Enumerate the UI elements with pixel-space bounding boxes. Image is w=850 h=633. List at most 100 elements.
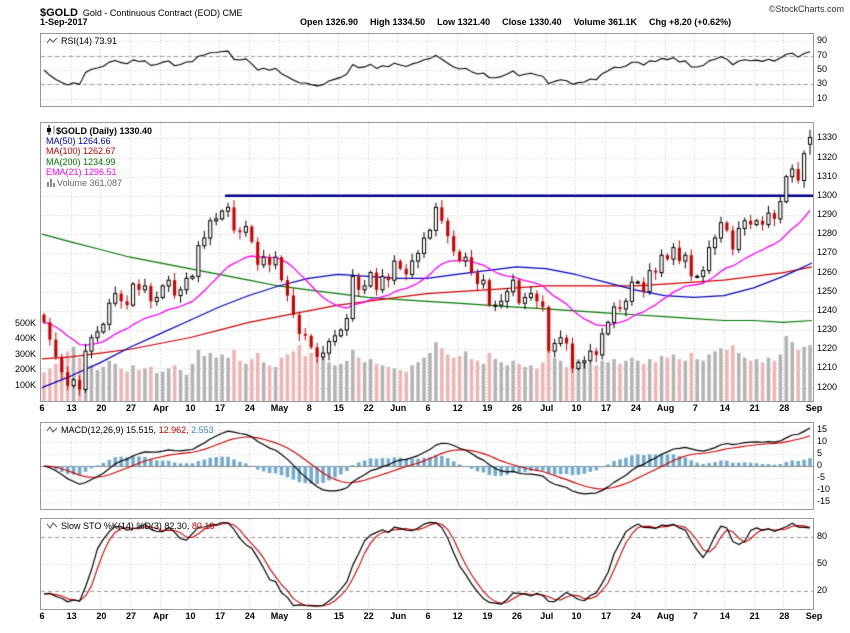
x-axis-label: 13 — [66, 403, 77, 413]
candlestick-icon — [46, 125, 56, 136]
x-axis-label: 20 — [96, 403, 107, 413]
x-axis-label: 14 — [719, 403, 730, 413]
x-axis-label: May — [270, 403, 289, 413]
volume-tick-label: 300K — [14, 348, 36, 359]
y-tick-label: 10 — [817, 92, 828, 103]
y-tick-label: 1330 — [817, 132, 838, 143]
x-axis-label: 26 — [512, 403, 523, 413]
source-credit: ©StockCharts.com — [768, 4, 844, 14]
x-axis-label: 19 — [482, 403, 493, 413]
y-tick-label: 30 — [817, 78, 828, 89]
x-axis-label: 10 — [571, 403, 582, 413]
x-axis-label: 24 — [244, 611, 255, 621]
y-tick-label: 1210 — [817, 362, 838, 373]
x-axis-label: 17 — [215, 611, 226, 621]
x-axis-label: 6 — [39, 611, 45, 621]
stat-open: Open 1326.90 — [300, 17, 359, 27]
sto-label-text: Slow STO %K(14) %D(3) 82.30, — [61, 521, 190, 531]
volume-tick-label: 100K — [14, 379, 36, 390]
macd-canvas — [41, 423, 813, 509]
x-axis-label: Sep — [805, 403, 823, 413]
x-axis-label: 28 — [779, 403, 790, 413]
price-x-axis: 6 13 20 27 Apr 10 17 24 May 8 15 22 Jun 6 12 19 26 Jul 10 1… — [0, 403, 850, 415]
stochastics-panel: Slow STO %K(14) %D(3) 82.30, 80.18 — [40, 518, 814, 610]
price-canvas — [41, 123, 813, 401]
ohlc-stats: Open 1326.90 High 1334.50 Low 1321.40 Close… — [300, 17, 743, 27]
x-axis-label: Apr — [153, 403, 169, 413]
sto-line-icon — [46, 521, 58, 531]
x-axis-label: 10 — [185, 611, 196, 621]
ma200-legend: MA(200) 1234.99 — [46, 156, 116, 167]
y-tick-label: 1280 — [817, 228, 838, 239]
x-axis-label: 13 — [66, 611, 77, 621]
x-axis-label: 17 — [601, 611, 612, 621]
rsi-canvas — [41, 34, 813, 106]
price-legend-text: $GOLD (Daily) 1330.40 — [56, 126, 153, 136]
rsi-label: RSI(14) 73.91 — [46, 36, 117, 46]
rsi-label-text: RSI(14) 73.91 — [61, 36, 118, 46]
y-tick-label: 15 — [817, 424, 828, 435]
y-tick-label: 10 — [817, 436, 828, 447]
y-tick-label: 1240 — [817, 304, 838, 315]
stat-high: High 1334.50 — [370, 17, 426, 27]
x-axis-label: 12 — [452, 611, 463, 621]
x-axis-label: 7 — [692, 403, 698, 413]
rsi-panel: RSI(14) 73.91 — [40, 33, 814, 107]
chart-header: $GOLD Gold - Continuous Contract (EOD) CM… — [40, 3, 242, 21]
x-axis-label: 24 — [630, 611, 641, 621]
stat-change: Chg +8.20 (+0.62%) — [649, 17, 732, 27]
sto-label: Slow STO %K(14) %D(3) 82.30, 80.18 — [46, 521, 214, 531]
ema21-legend: EMA(21) 1296.51 — [46, 167, 117, 177]
macd-signal-value: 12.962, — [158, 425, 189, 435]
y-tick-label: 1300 — [817, 189, 838, 200]
x-axis-label: 24 — [630, 403, 641, 413]
price-legend: $GOLD (Daily) 1330.40 MA(50) 1264.66 MA(… — [46, 125, 152, 188]
chart-subheader: 1-Sep-2017 Open 1326.90 High 1334.50 Low 1… — [40, 17, 830, 27]
macd-panel: MACD(12,26,9) 15.515, 12.962, 2.553 — [40, 422, 814, 510]
x-axis-label: Jun — [390, 403, 407, 413]
x-axis-label: 28 — [779, 611, 790, 621]
y-tick-label: 1230 — [817, 324, 838, 335]
macd-hist-value: 2.553 — [191, 425, 214, 435]
stat-close: Close 1330.40 — [502, 17, 562, 27]
x-axis-label: 21 — [749, 611, 760, 621]
x-axis-label: 27 — [126, 403, 137, 413]
y-tick-label: 1310 — [817, 170, 838, 181]
x-axis-label: 22 — [363, 403, 374, 413]
ma100-legend: MA(100) 1262.67 — [46, 146, 116, 156]
volume-tick-label: 200K — [14, 364, 36, 374]
y-tick-label: -5 — [817, 471, 826, 482]
x-axis-label: 15 — [333, 403, 344, 413]
ma50-legend: MA(50) 1264.66 — [46, 135, 111, 146]
x-axis-label: Jul — [540, 403, 554, 413]
volume-legend: Volume 361,087 — [57, 177, 123, 188]
y-tick-label: 1290 — [817, 209, 838, 220]
x-axis-label: Jun — [390, 611, 407, 621]
x-axis-label: May — [270, 611, 289, 621]
y-tick-label: -15 — [817, 495, 831, 506]
x-axis-label: 6 — [425, 611, 431, 621]
x-axis-label: Aug — [656, 403, 675, 413]
ticker-symbol: $GOLD — [40, 7, 78, 19]
x-axis-label: 12 — [452, 403, 463, 413]
chart-title: Gold - Continuous Contract (EOD) CME — [82, 8, 243, 18]
sto-d-value: 80.18 — [191, 521, 215, 531]
price-panel: $GOLD (Daily) 1330.40 MA(50) 1264.66 MA(… — [40, 122, 814, 402]
volume-tick-label: 400K — [14, 333, 36, 343]
x-axis-label: 24 — [244, 403, 255, 413]
x-axis-label: 20 — [96, 611, 107, 621]
x-axis-label: Aug — [656, 611, 675, 621]
macd-label: MACD(12,26,9) 15.515, 12.962, 2.553 — [46, 425, 214, 435]
y-tick-label: 1320 — [817, 151, 838, 162]
x-axis-label: 14 — [719, 611, 730, 621]
y-tick-label: 1250 — [817, 285, 838, 296]
y-tick-label: -10 — [817, 483, 831, 494]
x-axis-label: 17 — [601, 403, 612, 413]
volume-tick-label: 500K — [14, 317, 36, 328]
x-axis-label: 6 — [39, 403, 45, 413]
x-axis-label: 6 — [425, 403, 431, 413]
y-tick-label: 50 — [817, 558, 828, 568]
y-tick-label: 80 — [817, 531, 828, 541]
x-axis-label: Sep — [805, 611, 823, 621]
